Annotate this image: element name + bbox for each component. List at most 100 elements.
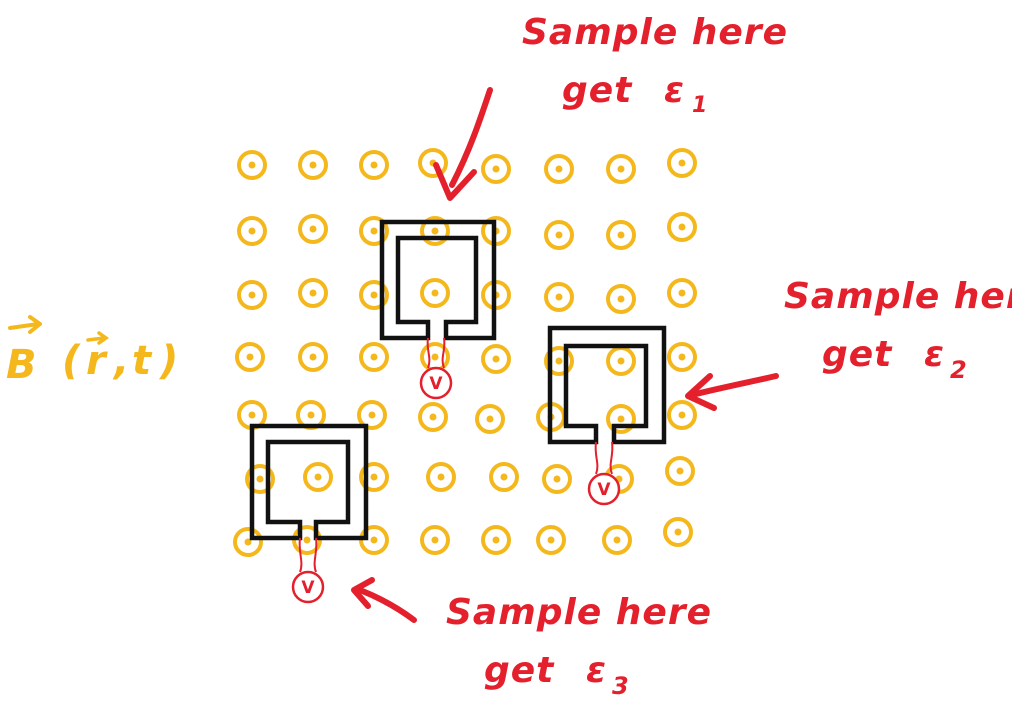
voltmeter-3 — [291, 570, 325, 604]
field-out-of-page-dot — [617, 231, 625, 239]
field-out-of-page-dot — [307, 411, 315, 419]
field-out-of-page-dot — [370, 536, 378, 544]
field-out-of-page-symbol — [489, 462, 519, 492]
voltmeter-3-label: V — [301, 578, 315, 598]
field-out-of-page-symbol — [359, 216, 389, 246]
field-out-of-page-symbol — [235, 342, 265, 372]
loop-2-lead-right — [609, 441, 614, 475]
field-out-of-page-symbol — [420, 525, 450, 555]
field-out-of-page-dot — [256, 475, 264, 483]
field-out-of-page-dot — [309, 289, 317, 297]
field-out-of-page-symbol — [606, 154, 636, 184]
field-out-of-page-symbol — [667, 278, 697, 308]
field-out-of-page-dot — [429, 413, 437, 421]
loop-1-lead-left — [426, 337, 431, 369]
arrow-to-loop-2-head — [685, 373, 717, 411]
loop-2-coil — [547, 325, 667, 445]
voltmeter-2 — [587, 472, 621, 506]
arrow-to-loop-2 — [693, 373, 779, 397]
annotation-2-prefix: get — [822, 334, 893, 375]
field-out-of-page-dot — [370, 353, 378, 361]
field-out-of-page-symbol — [420, 278, 450, 308]
field-out-of-page-dot — [486, 415, 494, 423]
field-out-of-page-dot — [431, 353, 439, 361]
field-out-of-page-dot — [674, 528, 682, 536]
field-out-of-page-dot — [678, 353, 686, 361]
field-out-of-page-symbol — [481, 344, 511, 374]
annotation-1-symbol: ε — [664, 70, 685, 111]
field-out-of-page-dot — [676, 467, 684, 475]
voltmeter-1-label: V — [429, 374, 443, 394]
field-out-of-page-symbol — [359, 150, 389, 180]
field-out-of-page-symbol — [298, 150, 328, 180]
field-out-of-page-symbol — [544, 154, 574, 184]
loop-3-lead-left — [298, 537, 303, 573]
field-out-of-page-symbol — [359, 342, 389, 372]
field-out-of-page-dot — [248, 227, 256, 235]
field-out-of-page-symbol — [667, 400, 697, 430]
field-out-of-page-symbol — [667, 342, 697, 372]
field-out-of-page-symbol — [542, 464, 572, 494]
field-arg-r: r — [86, 338, 108, 384]
voltmeter-1 — [419, 366, 453, 400]
field-out-of-page-dot — [617, 415, 625, 423]
field-out-of-page-dot — [555, 293, 563, 301]
field-out-of-page-dot — [492, 165, 500, 173]
field-out-of-page-dot — [370, 291, 378, 299]
field-out-of-page-symbol — [237, 150, 267, 180]
field-open-paren: ( — [62, 338, 81, 384]
b-vector-arrowhead — [28, 315, 42, 334]
annotation-2-symbol: ε — [924, 334, 945, 375]
field-label: B ( r , t ) — [6, 315, 178, 388]
loop-1-coil — [379, 219, 497, 341]
field-out-of-page-symbol — [298, 342, 328, 372]
annotation-1-prefix: get — [562, 70, 633, 111]
annotation-2-line1: Sample here — [784, 276, 1012, 317]
field-out-of-page-symbol — [245, 464, 275, 494]
field-out-of-page-dot — [613, 536, 621, 544]
field-out-of-page-dot — [370, 227, 378, 235]
voltmeter-2-label: V — [597, 480, 611, 500]
field-out-of-page-dot — [248, 291, 256, 299]
field-out-of-page-dot — [431, 536, 439, 544]
field-out-of-page-dot — [314, 473, 322, 481]
field-out-of-page-dot — [246, 353, 254, 361]
field-out-of-page-symbol — [359, 280, 389, 310]
field-out-of-page-symbol — [544, 282, 574, 312]
loop-1-lead-right — [441, 337, 446, 369]
field-out-of-page-symbol — [544, 220, 574, 250]
field-out-of-page-dot — [500, 473, 508, 481]
field-out-of-page-symbol — [420, 216, 450, 246]
annotation-3-line1: Sample here — [446, 592, 712, 633]
field-out-of-page-dot — [309, 225, 317, 233]
field-out-of-page-symbol — [475, 404, 505, 434]
b-vector-arrow — [8, 322, 40, 330]
field-out-of-page-dot — [431, 227, 439, 235]
field-out-of-page-symbol — [233, 527, 263, 557]
field-out-of-page-dot — [678, 411, 686, 419]
loop-2: V — [547, 325, 667, 506]
annotation-3-symbol: ε — [586, 650, 607, 691]
magnetic-field-grid — [233, 148, 697, 557]
field-out-of-page-dot — [492, 355, 500, 363]
field-arg-sep: , — [112, 338, 129, 384]
field-out-of-page-dot — [547, 536, 555, 544]
arrow-to-loop-3 — [357, 587, 417, 623]
field-out-of-page-symbol — [359, 462, 389, 492]
field-out-of-page-dot — [555, 231, 563, 239]
field-out-of-page-symbol — [303, 462, 333, 492]
field-out-of-page-dot — [309, 161, 317, 169]
field-out-of-page-dot — [617, 295, 625, 303]
field-out-of-page-dot — [555, 165, 563, 173]
annotation-3-prefix: get — [484, 650, 555, 691]
field-out-of-page-dot — [248, 161, 256, 169]
field-out-of-page-symbol — [536, 525, 566, 555]
field-out-of-page-dot — [678, 159, 686, 167]
arrow-to-loop-3-head — [351, 577, 375, 609]
loop-3: V — [249, 423, 369, 604]
annotation-1-subscript: 1 — [692, 93, 708, 118]
r-vector-arrowhead — [97, 331, 110, 345]
field-arg-t: t — [132, 338, 153, 384]
annotation-2: Sample here get ε 2 — [784, 276, 1012, 384]
